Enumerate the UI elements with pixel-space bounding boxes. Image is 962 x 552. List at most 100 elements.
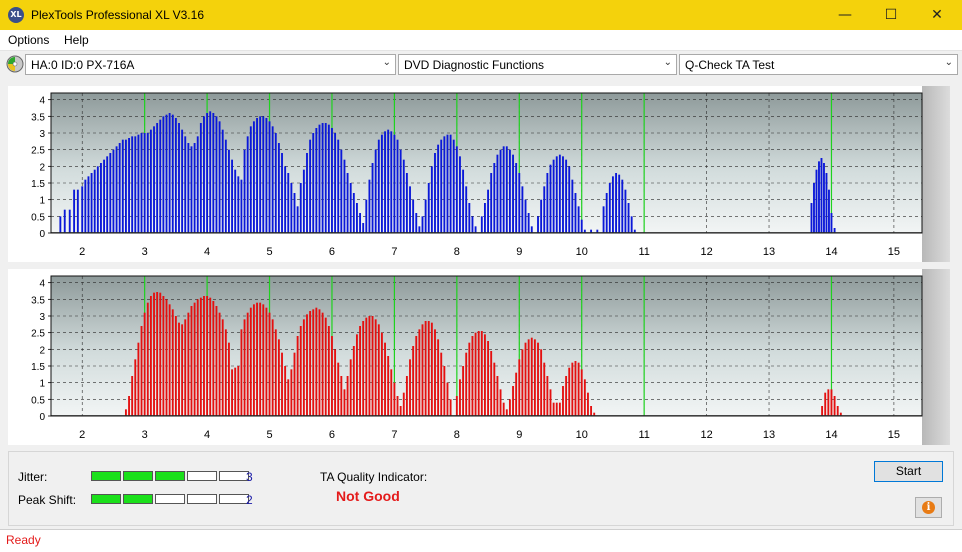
chart-bar xyxy=(449,399,452,416)
chart-bar xyxy=(527,213,530,233)
chart-bar xyxy=(608,183,611,233)
maximize-icon[interactable]: ☐ xyxy=(884,7,898,23)
chart-bar xyxy=(234,169,237,233)
chart-bar xyxy=(149,129,152,233)
x-tick-label: 6 xyxy=(329,246,335,258)
close-icon[interactable]: ✕ xyxy=(931,7,943,23)
x-tick-label: 13 xyxy=(763,246,775,258)
chart-bar xyxy=(524,199,527,233)
x-tick-label: 4 xyxy=(204,429,210,441)
x-tick-label: 10 xyxy=(576,429,588,441)
chart-bar xyxy=(459,379,461,416)
chart-bar xyxy=(199,297,202,416)
chart-bar xyxy=(346,173,349,233)
chart-bar xyxy=(380,332,383,416)
x-tick-label: 11 xyxy=(638,246,649,258)
y-tick-label: 1.5 xyxy=(31,179,45,190)
chart-bar xyxy=(171,309,174,416)
chevron-down-icon[interactable]: ⌄ xyxy=(382,57,391,68)
chart-bar xyxy=(468,203,471,233)
chart-bar xyxy=(240,179,243,233)
info-button[interactable]: i xyxy=(915,497,942,518)
chevron-down-icon[interactable]: ⌄ xyxy=(663,57,672,68)
chart-bar xyxy=(818,161,820,233)
chart-bar xyxy=(477,331,480,416)
chart-bar xyxy=(146,133,149,233)
chart-bar xyxy=(121,139,124,233)
chart-bar xyxy=(530,337,533,416)
chart-bar xyxy=(274,329,277,416)
chart-bar xyxy=(284,166,287,233)
chevron-down-icon[interactable]: ⌄ xyxy=(944,57,953,68)
chart-bar xyxy=(249,307,252,416)
drive-select[interactable]: HA:0 ID:0 PX-716A ⌄ xyxy=(25,54,396,75)
chart-bar xyxy=(446,382,449,416)
chart-bar xyxy=(462,169,465,233)
chart-bar xyxy=(409,359,411,416)
chart-bar xyxy=(540,349,543,416)
y-tick-label: 3 xyxy=(39,312,45,323)
chart-bar xyxy=(343,159,346,233)
chart-bar xyxy=(228,342,230,416)
start-button[interactable]: Start xyxy=(874,461,943,482)
chart-bar xyxy=(287,379,290,416)
y-tick-label: 4 xyxy=(39,96,45,107)
chart-bar xyxy=(103,159,106,233)
info-panel xyxy=(8,451,954,526)
chart-bar xyxy=(281,153,283,233)
chart-bar xyxy=(474,226,477,233)
chart-bar xyxy=(362,223,365,233)
x-tick-label: 10 xyxy=(576,246,588,258)
chart-bar xyxy=(190,306,193,416)
chart-bar xyxy=(165,114,168,233)
chart-bar xyxy=(187,312,190,416)
chart-bar xyxy=(96,166,99,233)
menu-help[interactable]: Help xyxy=(64,33,89,47)
chart-bar xyxy=(324,317,327,416)
chart-bar xyxy=(212,113,215,233)
test-select-value: Q-Check TA Test xyxy=(685,58,775,72)
chart-bar xyxy=(468,342,471,416)
chart-bar xyxy=(156,292,159,416)
chart-bar xyxy=(209,297,212,416)
jitter-meter-segment xyxy=(187,471,217,481)
chart-bar xyxy=(418,226,421,233)
minimize-icon[interactable]: — xyxy=(838,7,852,23)
jitter-value: 3 xyxy=(246,470,253,484)
chart-bar xyxy=(518,359,521,416)
function-select[interactable]: DVD Diagnostic Functions ⌄ xyxy=(398,54,677,75)
chart-bar xyxy=(76,189,79,233)
chart-bar xyxy=(249,126,252,233)
chart-bar xyxy=(602,206,605,233)
chart-bar xyxy=(399,406,402,416)
x-tick-label: 9 xyxy=(516,429,522,441)
ta-quality-label: TA Quality Indicator: xyxy=(320,470,428,484)
chart-bar xyxy=(630,216,633,233)
chart-bar xyxy=(836,406,839,416)
chart-bar xyxy=(340,376,343,416)
chart-bar xyxy=(268,121,271,233)
chart-bar xyxy=(490,173,493,233)
chart-bar xyxy=(318,309,321,416)
chart-bar xyxy=(390,131,393,233)
x-tick-label: 3 xyxy=(142,429,148,441)
chart-bar xyxy=(343,389,346,416)
chart-bar xyxy=(178,322,180,416)
chart-bar xyxy=(505,409,508,416)
test-select[interactable]: Q-Check TA Test ⌄ xyxy=(679,54,958,75)
chart-bar xyxy=(833,228,836,233)
chart-bar xyxy=(309,311,312,416)
x-tick-label: 8 xyxy=(454,246,460,258)
x-tick-label: 9 xyxy=(516,246,522,258)
x-tick-label: 11 xyxy=(638,429,649,441)
peak-shift-meter-segment xyxy=(219,494,249,504)
menu-options[interactable]: Options xyxy=(8,33,50,47)
app-icon[interactable]: XL xyxy=(8,7,24,23)
chart-bar xyxy=(140,326,143,416)
x-tick-label: 14 xyxy=(825,429,837,441)
chart-bar xyxy=(128,138,130,233)
chart-bar xyxy=(153,292,155,416)
chart-bar xyxy=(334,133,337,233)
chart-bar xyxy=(224,329,227,416)
chart-bar xyxy=(224,139,227,233)
